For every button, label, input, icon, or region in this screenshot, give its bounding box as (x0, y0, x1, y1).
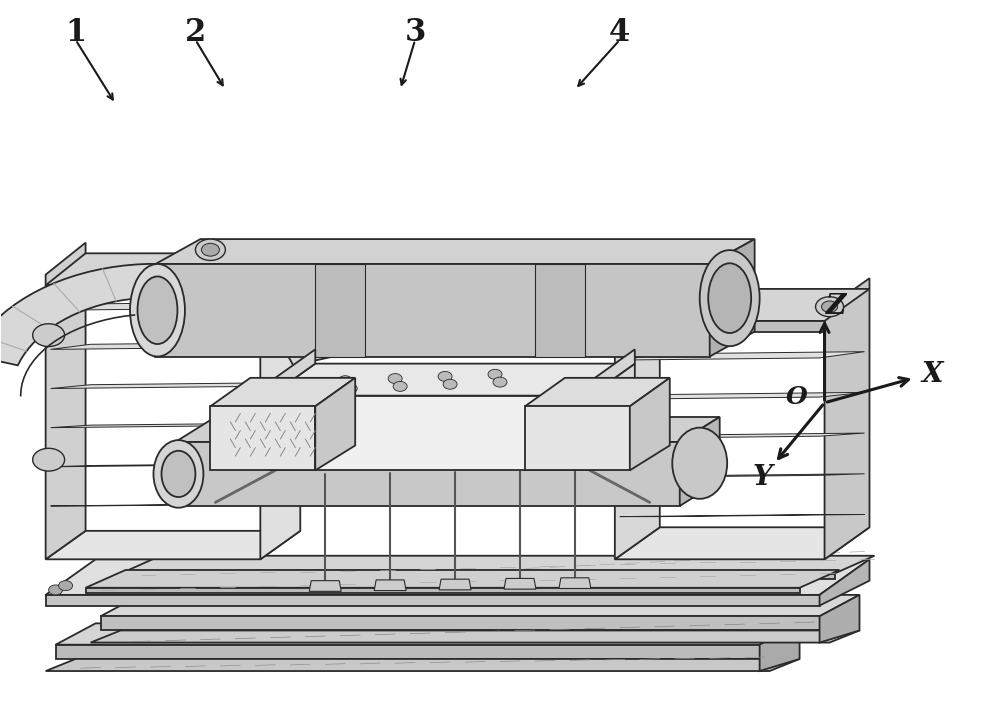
Polygon shape (46, 659, 800, 671)
Polygon shape (210, 378, 355, 406)
Polygon shape (101, 616, 820, 630)
Polygon shape (51, 463, 295, 467)
Text: 4: 4 (609, 17, 630, 48)
Polygon shape (535, 264, 585, 356)
Polygon shape (51, 504, 295, 506)
Ellipse shape (153, 440, 203, 508)
Ellipse shape (161, 451, 195, 497)
Polygon shape (86, 588, 800, 593)
Circle shape (59, 580, 73, 590)
Polygon shape (620, 352, 864, 360)
Polygon shape (680, 417, 720, 506)
Polygon shape (155, 264, 710, 356)
Polygon shape (315, 264, 365, 356)
Polygon shape (56, 623, 800, 645)
Polygon shape (0, 264, 341, 365)
Polygon shape (175, 442, 680, 506)
Polygon shape (525, 378, 670, 406)
Circle shape (393, 381, 407, 391)
Polygon shape (121, 573, 835, 578)
Circle shape (195, 239, 225, 260)
Polygon shape (46, 531, 300, 559)
Text: Z: Z (826, 293, 847, 320)
Polygon shape (155, 239, 755, 264)
Polygon shape (620, 515, 864, 517)
Polygon shape (46, 595, 820, 605)
Polygon shape (46, 559, 869, 595)
Polygon shape (525, 406, 630, 471)
Polygon shape (270, 349, 315, 396)
Polygon shape (86, 570, 840, 588)
Circle shape (388, 374, 402, 384)
Circle shape (816, 297, 844, 317)
Circle shape (438, 371, 452, 381)
Polygon shape (270, 364, 635, 396)
Polygon shape (270, 396, 590, 471)
Text: Y: Y (753, 464, 773, 491)
Polygon shape (46, 285, 260, 296)
Polygon shape (620, 433, 864, 438)
Polygon shape (504, 578, 536, 589)
Circle shape (488, 369, 502, 379)
Polygon shape (46, 253, 300, 285)
Circle shape (33, 448, 65, 471)
Circle shape (201, 243, 219, 256)
Circle shape (443, 379, 457, 389)
Polygon shape (630, 378, 670, 471)
Polygon shape (51, 342, 295, 349)
Polygon shape (615, 278, 660, 559)
Polygon shape (825, 278, 869, 559)
Polygon shape (56, 645, 760, 659)
Circle shape (338, 376, 352, 386)
Polygon shape (590, 364, 635, 471)
Text: X: X (922, 361, 943, 388)
Polygon shape (315, 378, 355, 471)
Circle shape (343, 384, 357, 394)
Polygon shape (559, 578, 591, 588)
Polygon shape (620, 473, 864, 478)
Text: O: O (786, 385, 807, 409)
Polygon shape (91, 630, 860, 642)
FancyArrowPatch shape (827, 378, 908, 402)
Polygon shape (121, 555, 874, 573)
Polygon shape (620, 392, 864, 399)
Text: 3: 3 (404, 17, 426, 48)
Polygon shape (309, 580, 341, 591)
Polygon shape (210, 406, 315, 471)
Ellipse shape (130, 264, 185, 356)
Text: 1: 1 (65, 17, 86, 48)
Polygon shape (590, 349, 635, 396)
Polygon shape (615, 321, 825, 332)
Polygon shape (439, 579, 471, 590)
Text: 2: 2 (185, 17, 206, 48)
Polygon shape (260, 242, 300, 559)
Polygon shape (51, 302, 295, 310)
FancyArrowPatch shape (820, 324, 829, 400)
FancyArrowPatch shape (779, 405, 823, 458)
Circle shape (822, 301, 838, 312)
Polygon shape (101, 595, 860, 616)
Polygon shape (615, 289, 869, 321)
Polygon shape (46, 242, 86, 559)
Polygon shape (51, 383, 295, 389)
Polygon shape (51, 423, 295, 428)
Circle shape (33, 324, 65, 347)
Polygon shape (820, 595, 860, 642)
Polygon shape (175, 417, 720, 442)
Polygon shape (615, 528, 869, 559)
Polygon shape (820, 559, 869, 605)
Ellipse shape (672, 428, 727, 499)
Ellipse shape (700, 250, 760, 347)
Circle shape (493, 377, 507, 387)
Polygon shape (760, 623, 800, 671)
Ellipse shape (138, 277, 177, 344)
Circle shape (49, 585, 63, 595)
Ellipse shape (708, 263, 751, 333)
Polygon shape (710, 239, 755, 356)
Polygon shape (374, 580, 406, 590)
